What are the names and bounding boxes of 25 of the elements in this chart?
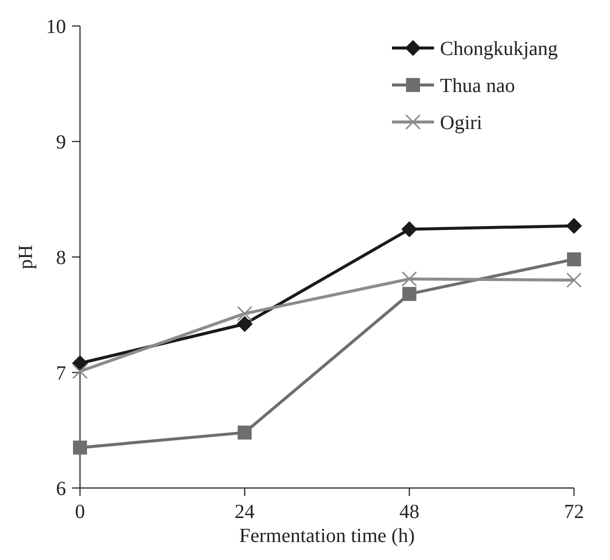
x-tick-label: 24 xyxy=(234,501,255,523)
point xyxy=(567,252,581,266)
point xyxy=(402,271,418,287)
point xyxy=(72,364,88,380)
legend-label: Chongkukjang xyxy=(440,38,558,60)
point xyxy=(236,316,253,332)
point xyxy=(401,221,418,238)
x-tick-label: 48 xyxy=(399,501,420,523)
legend-label: Thua nao xyxy=(440,75,515,97)
y-tick-label: 9 xyxy=(56,132,66,154)
point xyxy=(566,218,582,234)
y-tick-label: 6 xyxy=(56,478,66,500)
y-tick-label: 10 xyxy=(46,16,66,38)
x-tick-label: 0 xyxy=(75,501,85,523)
x-axis-title: Fermentation time (h) xyxy=(239,525,415,547)
point xyxy=(73,440,87,455)
point xyxy=(236,306,252,322)
y-axis-title: pH xyxy=(15,244,37,270)
y-tick-label: 8 xyxy=(56,247,66,269)
x-tick-label: 72 xyxy=(564,501,584,523)
point xyxy=(402,286,416,301)
point xyxy=(566,272,582,288)
point xyxy=(238,426,252,440)
legend-label: Ogiri xyxy=(440,112,483,134)
y-tick-label: 7 xyxy=(56,362,66,384)
